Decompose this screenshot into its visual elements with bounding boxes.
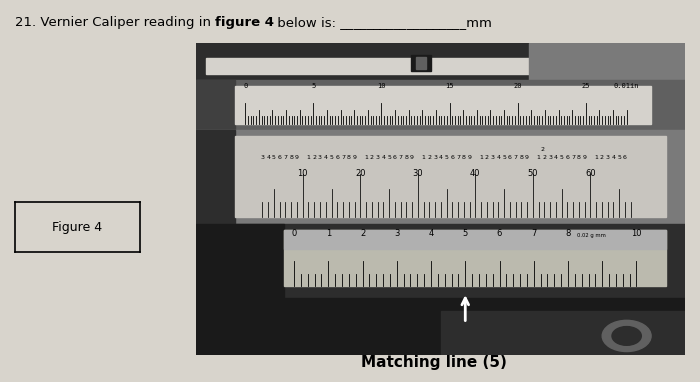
Text: Matching line (5): Matching line (5) [361,355,507,370]
Text: 21. Vernier Caliper reading in: 21. Vernier Caliper reading in [15,16,215,29]
Text: figure 4: figure 4 [214,16,274,29]
Text: below is: ___________________mm: below is: ___________________mm [274,16,492,29]
